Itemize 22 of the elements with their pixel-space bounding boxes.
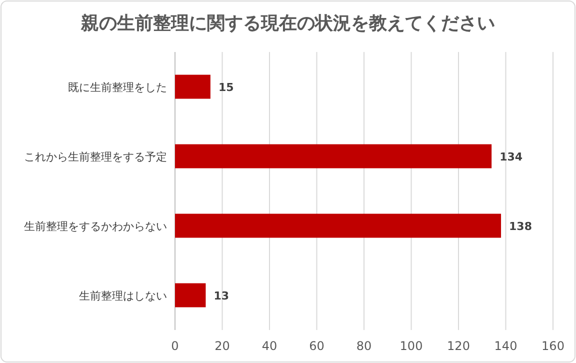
x-tick-label: 120 (447, 339, 470, 353)
x-tick-label: 140 (494, 339, 518, 353)
data-label: 15 (218, 80, 234, 94)
y-tick-label: 生前整理をするかわからない (24, 220, 167, 233)
x-tick-label: 100 (400, 339, 423, 353)
x-tick-label: 60 (309, 339, 324, 353)
bar (175, 74, 210, 99)
y-tick-label: これから生前整理をする予定 (24, 150, 167, 164)
y-tick-label: 生前整理はしない (79, 289, 167, 302)
x-tick-label: 40 (262, 339, 278, 353)
bar (175, 283, 206, 308)
data-label: 138 (509, 220, 532, 233)
bar (175, 144, 492, 168)
x-tick-label: 0 (171, 339, 179, 353)
x-tick-label: 80 (356, 339, 372, 353)
y-tick-label: 既に生前整理をした (68, 80, 167, 94)
x-tick-label: 160 (542, 339, 564, 353)
data-label: 134 (500, 150, 523, 164)
x-tick-label: 20 (214, 339, 230, 353)
bar (175, 214, 502, 238)
chart-title: 親の生前整理に関する現在の状況を教えてください (80, 13, 495, 34)
data-label: 13 (214, 289, 230, 302)
